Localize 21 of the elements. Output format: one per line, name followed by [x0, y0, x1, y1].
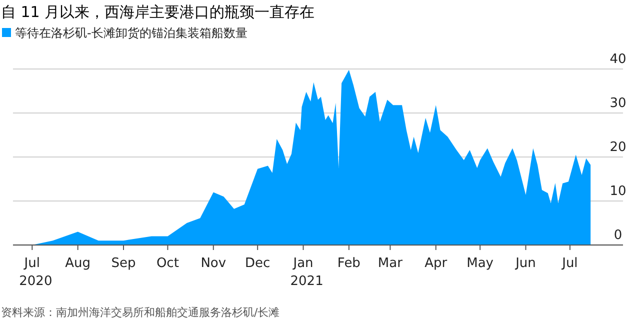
x-tick-label: Mar: [378, 256, 404, 271]
x-tick-label: May: [466, 256, 494, 271]
x-tick-label: Oct: [156, 256, 179, 271]
x-tick-label: Jun: [514, 256, 536, 271]
x-tick-label: Aug: [65, 256, 91, 271]
y-tick-label: 30: [610, 96, 626, 111]
legend-label: 等待在洛杉矶-长滩卸货的锚泊集装箱船数量: [15, 26, 248, 40]
text: 资料来源：南加州海洋交易所和船舶交通服务洛杉矶/长滩: [1, 306, 280, 319]
x-tick-label: Dec: [245, 256, 270, 271]
x-tick-label: Apr: [424, 256, 448, 271]
x-tick-label: Nov: [200, 256, 226, 271]
y-tick-label: 0: [614, 228, 622, 243]
y-tick-label: 20: [610, 140, 626, 155]
x-tick-label: Feb: [337, 256, 360, 271]
x-tick-label: Sep: [111, 256, 136, 271]
x-tick-label: Jan 2021: [290, 256, 324, 289]
y-tick-label: 10: [610, 184, 626, 199]
chart-title: 自 11 月以来，西海岸主要港口的瓶颈一直存在: [1, 3, 315, 21]
y-tick-label: 40: [610, 52, 626, 67]
x-tick-label: Jul: [561, 256, 578, 271]
x-tick-label: Jul 2020: [19, 256, 52, 289]
